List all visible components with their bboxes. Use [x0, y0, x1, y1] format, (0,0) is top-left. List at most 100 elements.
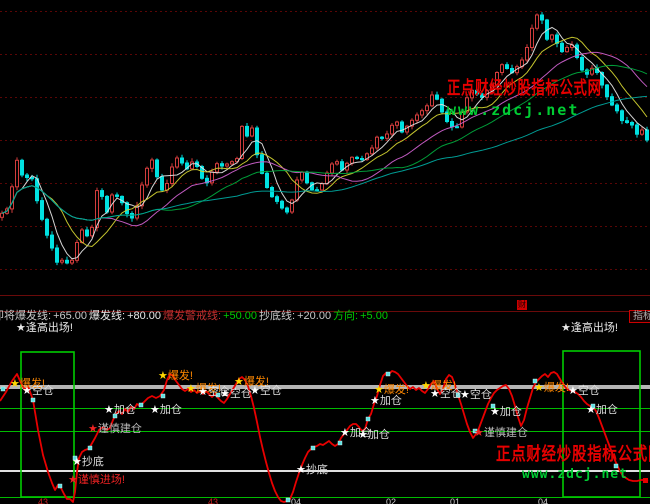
- signal-text: 爆发!: [543, 382, 569, 394]
- star-icon: ★: [72, 456, 82, 468]
- star-icon: ★: [370, 395, 380, 407]
- signal-label: ★爆发!: [10, 379, 45, 390]
- signal-label: ★爆发!: [158, 371, 193, 382]
- param-value: +5.00: [360, 310, 388, 322]
- star-icon: ★: [460, 389, 470, 401]
- signal-label: ★空仓: [220, 389, 252, 400]
- axis-label: 04: [291, 497, 302, 504]
- signal-label: ★谨慎建仓: [88, 424, 142, 435]
- signal-label: ★爆发!: [534, 383, 569, 394]
- star-icon: ★: [198, 386, 208, 398]
- exit-signal-banner-left: ★逢高出场!: [16, 322, 73, 334]
- signal-text: 谨慎进场!: [77, 474, 125, 486]
- signal-text: 加仓: [379, 395, 402, 407]
- param-label: 方向:: [333, 310, 359, 322]
- param-label: 即将爆发线:: [0, 310, 52, 322]
- star-icon: ★: [158, 370, 168, 382]
- star-icon: ★: [421, 380, 431, 392]
- signal-text: 爆发!: [430, 380, 456, 392]
- exit-signal-banner-right: ★逢高出场!: [561, 322, 618, 334]
- signal-label: ★加仓: [370, 396, 402, 407]
- signal-label: ★抄底: [72, 457, 104, 468]
- signal-label: ★空仓: [250, 386, 282, 397]
- signal-text: 空仓: [31, 385, 54, 397]
- signal-label: ★加仓: [358, 430, 390, 441]
- star-icon: ★: [250, 385, 260, 397]
- star-icon: ★: [474, 427, 484, 439]
- signal-text: 加仓: [367, 429, 390, 441]
- signal-text: 空仓: [259, 385, 282, 397]
- signal-text: 加仓: [499, 406, 522, 418]
- signal-text: 空仓: [229, 388, 252, 400]
- signal-label: ★爆发!: [421, 381, 456, 392]
- star-icon: ★: [374, 384, 384, 396]
- signal-text: 空仓: [469, 389, 492, 401]
- indicator-tab-button[interactable]: 指标: [629, 310, 650, 323]
- param-value: +50.00: [223, 310, 258, 322]
- param-value: +80.00: [127, 310, 162, 322]
- signal-text: 抄底: [81, 456, 104, 468]
- signal-text: 爆发!: [19, 378, 45, 390]
- signal-label: ★加仓: [104, 405, 136, 416]
- signal-label: ★谨慎进场!: [68, 475, 125, 486]
- star-icon: ★: [234, 376, 244, 388]
- axis-label: 02: [386, 497, 397, 504]
- signal-text: 谨慎建仓: [97, 423, 142, 435]
- star-icon: ★: [534, 382, 544, 394]
- signal-label: ★爆发!: [186, 384, 221, 395]
- signal-text: 爆发!: [243, 376, 269, 388]
- star-icon: ★: [68, 474, 78, 486]
- star-icon: ★: [430, 388, 440, 400]
- signal-label: ★谨慎建仓: [474, 428, 528, 439]
- signal-text: 抄底: [305, 464, 328, 476]
- star-icon: ★: [88, 423, 98, 435]
- signal-label: ★爆发!: [234, 377, 269, 388]
- axis-label: 04: [538, 497, 549, 504]
- signal-text: 爆发!: [383, 384, 409, 396]
- signal-text: 爆发!: [167, 370, 193, 382]
- signal-label: ★空仓: [460, 390, 492, 401]
- star-icon: ★: [10, 378, 20, 390]
- param-label: 爆发线:: [89, 310, 126, 322]
- axis-label: 43: [208, 497, 219, 504]
- star-icon: ★: [296, 464, 306, 476]
- signal-label: ★加仓: [490, 407, 522, 418]
- star-icon: ★: [22, 385, 32, 397]
- signal-label: ★抄底: [296, 465, 328, 476]
- star-icon: ★: [586, 404, 596, 416]
- param-value: +20.00: [297, 310, 332, 322]
- signal-text: 谨慎建仓: [483, 427, 528, 439]
- signal-label: ★加仓: [586, 405, 618, 416]
- signal-text: 加仓: [159, 404, 182, 416]
- star-icon: ★: [220, 388, 230, 400]
- signal-label: ★空仓: [568, 386, 600, 397]
- star-icon: ★: [490, 406, 500, 418]
- star-icon: ★: [186, 383, 196, 395]
- star-icon: ★: [358, 429, 368, 441]
- signal-label: ★空仓: [22, 386, 54, 397]
- signal-label: ★加仓: [150, 405, 182, 416]
- signal-text: 空仓: [439, 388, 462, 400]
- star-icon: ★: [568, 385, 578, 397]
- param-value: +65.00: [53, 310, 88, 322]
- signal-text: 加仓: [595, 404, 618, 416]
- axis-label: 43: [38, 497, 49, 504]
- signal-label: ★空仓: [430, 389, 462, 400]
- signal-label: ★加仓: [340, 428, 372, 439]
- star-icon: ★: [340, 427, 350, 439]
- star-icon: ★: [150, 404, 160, 416]
- param-label: 爆发警戒线:: [163, 310, 222, 322]
- param-label: 抄底线:: [259, 310, 296, 322]
- signal-text: 爆发!: [195, 383, 221, 395]
- axis-label: 01: [450, 497, 461, 504]
- cai-badge: 财: [517, 300, 527, 310]
- signal-label: ★空仓: [198, 387, 230, 398]
- signal-text: 加仓: [349, 427, 372, 439]
- signal-text: 加仓: [113, 404, 136, 416]
- signal-text: 空仓: [207, 386, 230, 398]
- signal-text: 空仓: [577, 385, 600, 397]
- star-icon: ★: [104, 404, 114, 416]
- indicator-params-line: 即将爆发线:+65.00爆发线:+80.00爆发警戒线:+50.00抄底线:+2…: [0, 310, 390, 322]
